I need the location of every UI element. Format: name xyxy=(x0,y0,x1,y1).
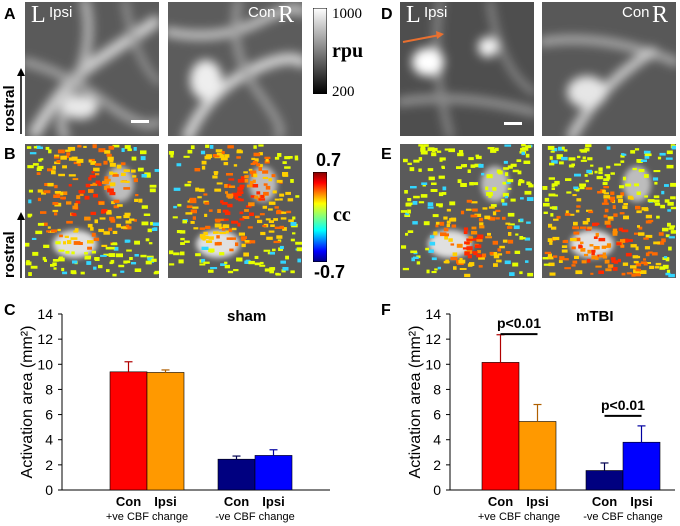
rostral-arrow-b xyxy=(17,212,25,278)
chart-c-title: sham xyxy=(227,308,267,325)
con-label: Con xyxy=(248,4,276,21)
con-label-d: Con xyxy=(622,4,650,21)
bar-label: Con xyxy=(224,494,249,509)
correlation-speckle xyxy=(400,144,534,278)
bar-pos-ipsi xyxy=(518,421,557,491)
rpu-colorbar xyxy=(313,8,327,94)
y-tick-label: 14 xyxy=(425,306,441,322)
bar-pos-con xyxy=(481,362,520,491)
vessel-image-d-con xyxy=(542,2,676,136)
arrow-icon xyxy=(402,31,444,43)
bar-label: Con xyxy=(116,494,141,509)
overlay-image-e-con xyxy=(542,144,676,278)
ipsi-label-d: Ipsi xyxy=(424,4,448,21)
scale-bar-d xyxy=(504,122,522,125)
image-a-ipsi: L Ipsi xyxy=(25,2,159,136)
significance-label: p<0.01 xyxy=(497,315,541,331)
rpu-max: 1000 xyxy=(332,6,362,22)
bar-pos-con xyxy=(109,371,148,491)
bar-label: Ipsi xyxy=(526,494,548,509)
y-tick-label: 0 xyxy=(45,482,53,498)
panel-label-b: B xyxy=(4,146,16,163)
right-hemisphere-label-d: R xyxy=(652,2,669,28)
vessel-image-a-con xyxy=(168,2,302,136)
vessel-image-d-ipsi xyxy=(400,2,534,136)
rostral-label-a: rostral xyxy=(1,85,18,132)
y-tick-label: 4 xyxy=(433,432,441,448)
correlation-speckle xyxy=(542,144,676,278)
image-d-con: Con R xyxy=(542,2,676,136)
rostral-label-b: rostral xyxy=(1,231,18,278)
rostral-arrow-a xyxy=(17,68,25,134)
cc-min: -0.7 xyxy=(314,262,346,282)
bar-neg-ipsi xyxy=(622,441,661,491)
panel-label-a: A xyxy=(4,6,16,23)
group-label: +ve CBF change xyxy=(106,511,188,523)
left-hemisphere-label-d: L xyxy=(406,2,421,28)
y-tick-label: 2 xyxy=(433,457,441,473)
cc-unit: cc xyxy=(333,204,351,226)
image-b-ipsi xyxy=(25,144,159,278)
significance-label: p<0.01 xyxy=(601,397,645,413)
image-d-ipsi: L Ipsi xyxy=(400,2,534,136)
vessel-image-a-ipsi xyxy=(25,2,159,136)
image-b-con xyxy=(168,144,302,278)
chart-f-title: mTBI xyxy=(576,308,614,325)
bar-label: Con xyxy=(488,494,513,509)
bar-neg-con xyxy=(217,458,256,491)
group-label: -ve CBF change xyxy=(215,511,294,523)
y-tick-label: 8 xyxy=(433,381,441,397)
group-label: +ve CBF change xyxy=(478,511,560,523)
overlay-image-b-ipsi xyxy=(25,144,159,278)
y-axis-label: Activation area (mm²) xyxy=(20,326,36,479)
cc-max: 0.7 xyxy=(316,150,342,170)
image-e-ipsi xyxy=(400,144,534,278)
scale-bar xyxy=(131,120,149,123)
overlay-image-b-con xyxy=(168,144,302,278)
panel-label-d: D xyxy=(381,6,393,23)
overlay-image-e-ipsi xyxy=(400,144,534,278)
y-tick-label: 2 xyxy=(45,457,53,473)
y-tick-label: 6 xyxy=(433,407,441,423)
bar-label: Ipsi xyxy=(630,494,652,509)
correlation-speckle xyxy=(168,144,302,276)
y-tick-label: 0 xyxy=(433,482,441,498)
y-tick-label: 4 xyxy=(45,432,53,448)
panel-label-f: F xyxy=(381,302,391,319)
y-tick-label: 12 xyxy=(425,331,441,347)
image-a-con: Con R xyxy=(168,2,302,136)
rpu-unit: rpu xyxy=(332,40,364,62)
y-tick-label: 10 xyxy=(425,356,441,372)
y-tick-label: 6 xyxy=(45,407,53,423)
rpu-min: 200 xyxy=(332,84,355,100)
ipsi-label: Ipsi xyxy=(49,4,73,21)
panel-label-c: C xyxy=(4,302,16,319)
image-e-con xyxy=(542,144,676,278)
panel-label-e: E xyxy=(381,146,392,163)
bar-pos-ipsi xyxy=(146,372,185,491)
y-tick-label: 14 xyxy=(37,306,53,322)
bar-neg-con xyxy=(585,470,624,491)
correlation-speckle xyxy=(25,144,159,277)
y-tick-label: 10 xyxy=(37,356,53,372)
bar-label: Con xyxy=(592,494,617,509)
bar-label: Ipsi xyxy=(262,494,284,509)
y-tick-label: 12 xyxy=(37,331,53,347)
right-hemisphere-label: R xyxy=(278,2,295,28)
bar-label: Ipsi xyxy=(154,494,176,509)
bar-neg-ipsi xyxy=(254,455,293,491)
left-hemisphere-label: L xyxy=(31,2,46,28)
y-axis-label: Activation area (mm²) xyxy=(407,326,424,479)
cc-colorbar xyxy=(313,172,327,262)
y-tick-label: 8 xyxy=(45,381,53,397)
group-label: -ve CBF change xyxy=(583,511,662,523)
